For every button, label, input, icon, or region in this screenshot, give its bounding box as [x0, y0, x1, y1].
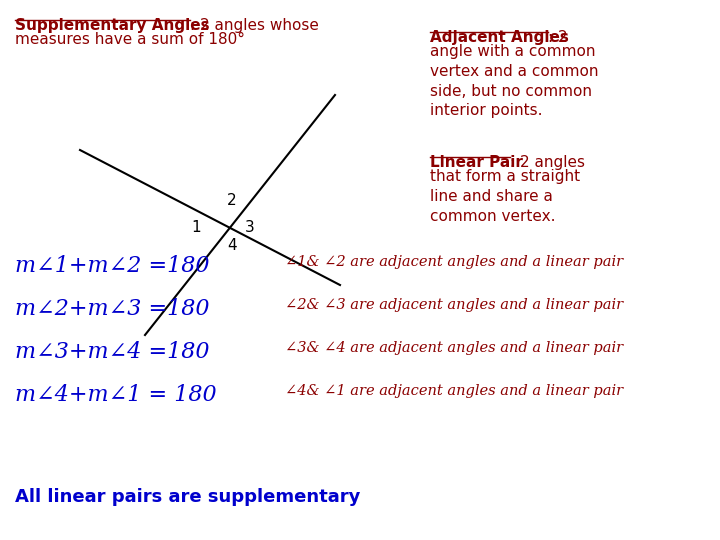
Text: ∠2& ∠3 are adjacent angles and a linear pair: ∠2& ∠3 are adjacent angles and a linear … — [285, 298, 623, 312]
Text: : 2 angles whose: : 2 angles whose — [190, 18, 319, 33]
Text: 3: 3 — [245, 219, 255, 234]
Text: Supplementary Angles: Supplementary Angles — [15, 18, 210, 33]
Text: ∠3& ∠4 are adjacent angles and a linear pair: ∠3& ∠4 are adjacent angles and a linear … — [285, 341, 623, 355]
Text: m∠4+m∠1 = 180: m∠4+m∠1 = 180 — [15, 384, 217, 406]
Text: : 2: : 2 — [548, 30, 567, 45]
Text: 4: 4 — [227, 238, 237, 253]
Text: Linear Pair: Linear Pair — [430, 155, 523, 170]
Text: 2: 2 — [227, 193, 237, 208]
Text: m∠2+m∠3 =180: m∠2+m∠3 =180 — [15, 298, 210, 320]
Text: m∠1+m∠2 =180: m∠1+m∠2 =180 — [15, 255, 210, 277]
Text: m∠3+m∠4 =180: m∠3+m∠4 =180 — [15, 341, 210, 363]
Text: Adjacent Angles: Adjacent Angles — [430, 30, 569, 45]
Text: 1: 1 — [192, 219, 201, 234]
Text: angle with a common
vertex and a common
side, but no common
interior points.: angle with a common vertex and a common … — [430, 44, 598, 118]
Text: ∠4& ∠1 are adjacent angles and a linear pair: ∠4& ∠1 are adjacent angles and a linear … — [285, 384, 623, 398]
Text: measures have a sum of 180°: measures have a sum of 180° — [15, 32, 245, 47]
Text: : 2 angles: : 2 angles — [510, 155, 585, 170]
Text: All linear pairs are supplementary: All linear pairs are supplementary — [15, 488, 361, 506]
Text: ∠1& ∠2 are adjacent angles and a linear pair: ∠1& ∠2 are adjacent angles and a linear … — [285, 255, 623, 269]
Text: that form a straight
line and share a
common vertex.: that form a straight line and share a co… — [430, 169, 580, 224]
